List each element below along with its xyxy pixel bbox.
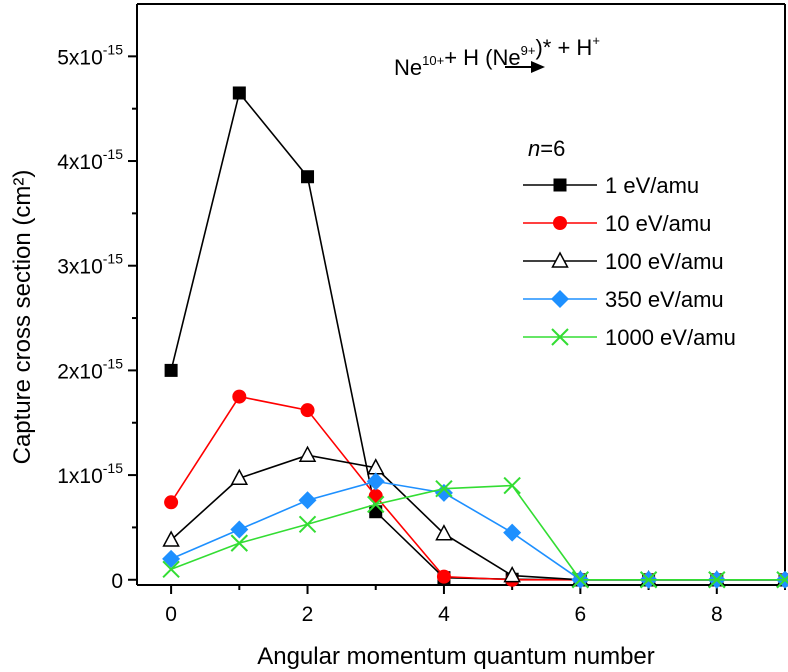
- legend-marker: [551, 328, 569, 346]
- series-3: [162, 472, 788, 589]
- legend-item: 100 eV/amu: [523, 249, 724, 274]
- data-point: [503, 565, 521, 583]
- data-point: [162, 549, 181, 568]
- x-tick-label: 4: [438, 603, 450, 626]
- data-point: [162, 560, 180, 579]
- legend: n=6 1 eV/amu 10 eV/amu 100 eV/amu 350 eV/amu…: [523, 136, 736, 350]
- data-point: [230, 520, 249, 539]
- legend-marker: [553, 178, 567, 192]
- data-point: [436, 569, 451, 584]
- data-point: [708, 571, 726, 589]
- y-tick-label: 5x10-15: [57, 41, 123, 69]
- data-point: [571, 571, 590, 589]
- data-point: [164, 363, 178, 377]
- data-point: [230, 534, 249, 552]
- data-point: [435, 479, 453, 498]
- data-point: [301, 170, 315, 184]
- series-4: [162, 476, 788, 589]
- data-point: [367, 495, 385, 514]
- data-point: [300, 403, 315, 418]
- y-tick-label: 3x10-15: [57, 251, 123, 279]
- series-line: [170, 484, 785, 581]
- legend-item: 350 eV/amu: [523, 287, 724, 312]
- data-point: [435, 524, 453, 541]
- legend-item: 1 eV/amu: [523, 173, 699, 198]
- y-tick-label: 1x10-15: [57, 460, 123, 488]
- y-axis-label: Capture cross section (cm²): [9, 170, 36, 465]
- legend-label: 100 eV/amu: [605, 249, 724, 274]
- data-point: [366, 472, 385, 491]
- data-point: [298, 515, 317, 533]
- data-point: [298, 445, 317, 462]
- legend-marker: [551, 251, 569, 268]
- data-point: [639, 571, 658, 589]
- data-point: [434, 483, 453, 502]
- legend-item: 1000 eV/amu: [523, 325, 736, 350]
- series-2: [162, 445, 788, 587]
- x-tick-label: 0: [165, 603, 177, 626]
- data-point: [776, 571, 788, 589]
- series-1: [164, 389, 788, 587]
- data-point: [503, 476, 521, 495]
- x-axis-ticks: 0 2 4 6 8: [165, 585, 786, 626]
- y-tick-label: 0: [111, 570, 123, 593]
- series-line: [170, 480, 785, 581]
- data-point: [162, 530, 180, 547]
- legend-label: 1000 eV/amu: [605, 325, 736, 350]
- legend-subtitle: n=6: [528, 136, 565, 161]
- data-point: [230, 468, 249, 485]
- legend-marker: [553, 216, 567, 230]
- data-point: [232, 389, 247, 404]
- legend-label: 10 eV/amu: [605, 211, 711, 236]
- legend-item: 10 eV/amu: [523, 211, 711, 236]
- data-point: [369, 505, 383, 519]
- data-point: [164, 495, 179, 510]
- series-layer: [162, 86, 788, 589]
- data-point: [368, 489, 383, 504]
- y-tick-label: 2x10-15: [57, 355, 123, 383]
- reaction-arrow-head: [531, 61, 545, 73]
- series-line: [170, 395, 785, 581]
- x-tick-label: 8: [711, 603, 723, 626]
- y-tick-label: 4x10-15: [57, 146, 123, 174]
- plot-frame: [136, 3, 786, 586]
- y-axis-ticks: 0 1x10-15 2x10-15 3x10-15 4x10-15 5x10-15: [57, 41, 137, 593]
- x-tick-label: 2: [302, 603, 314, 626]
- annotation: Ne10++ H (Ne9+)* + H+: [394, 33, 600, 80]
- reaction-equation: Ne10++ H (Ne9+)* + H+: [394, 33, 600, 80]
- data-point: [298, 491, 317, 510]
- legend-marker: [551, 290, 569, 308]
- legend-label: 1 eV/amu: [605, 173, 699, 198]
- series-line: [170, 454, 785, 581]
- legend-label: 350 eV/amu: [605, 287, 724, 312]
- x-tick-label: 6: [575, 603, 587, 626]
- data-point: [232, 86, 246, 100]
- x-axis-label: Angular momentum quantum number: [257, 643, 655, 670]
- data-point: [503, 523, 522, 542]
